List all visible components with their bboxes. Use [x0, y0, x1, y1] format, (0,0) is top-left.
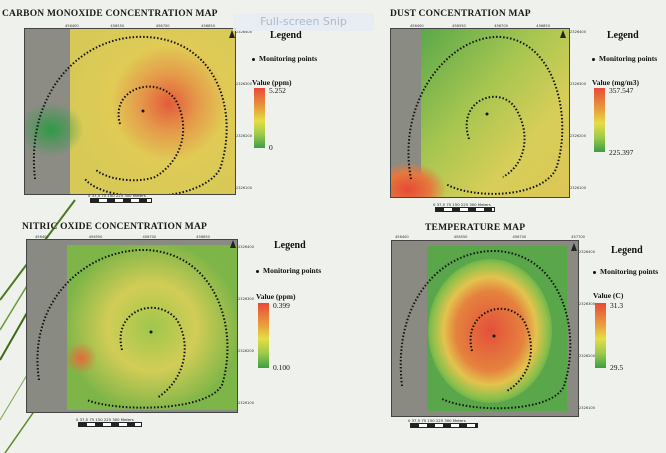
scale-bar [435, 207, 495, 212]
north-arrow-icon [230, 240, 236, 248]
legend-monitoring-points: Monitoring points [593, 267, 658, 276]
y-ticks: 2326400 2326300 2326200 2326100 [579, 250, 596, 410]
legend-value-label: Value (ppm) [256, 292, 296, 301]
map-legend: Legend Monitoring points Value (ppm) 5.2… [252, 30, 342, 160]
color-ramp [258, 303, 269, 368]
map-panel-dust: DUST CONCENTRATION MAP 456400 456550 45670… [380, 0, 666, 215]
legend-title: Legend [611, 245, 643, 256]
scale-labels: 0 37,5 75 150 225 300 Meters [408, 418, 466, 423]
map-panel-nitric-oxide: NITRIC OXIDE CONCENTRATION MAP 456400 456… [0, 215, 345, 453]
map-title: NITRIC OXIDE CONCENTRATION MAP [22, 222, 208, 232]
map-canvas [391, 240, 579, 417]
north-arrow-icon [560, 30, 566, 38]
scale-labels: 0 37,5 75 150 225 300 Meters [88, 193, 146, 198]
legend-title: Legend [270, 30, 302, 41]
ramp-min: 0 [269, 143, 273, 152]
monitoring-point-icon [592, 57, 595, 61]
scale-labels: 0 37,5 75 150 225 300 Meters [433, 202, 491, 207]
ramp-min: 225.397 [609, 148, 634, 157]
map-panel-temperature: TEMPERATURE MAP 456400 456550 456700 457700… [385, 215, 666, 453]
legend-title: Legend [607, 30, 639, 41]
map-title: TEMPERATURE MAP [425, 223, 526, 233]
legend-monitoring-points: Monitoring points [592, 54, 657, 63]
x-ticks: 456400 456550 456700 456850 [410, 24, 550, 28]
map-legend: Legend Monitoring points Value (mg/m3) 3… [592, 30, 664, 165]
y-ticks: 2326400 2326300 2326200 2326100 [570, 30, 587, 190]
scale-bar [90, 198, 152, 203]
y-ticks: 2326400 2326300 2326200 2326100 [238, 245, 255, 405]
color-ramp [595, 303, 606, 368]
map-title: DUST CONCENTRATION MAP [390, 9, 531, 19]
north-arrow-icon [229, 30, 235, 38]
color-ramp [594, 88, 605, 152]
map-legend: Legend Monitoring points Value (ppm) 0.3… [256, 240, 344, 380]
ramp-max: 31.3 [610, 301, 624, 310]
legend-value-label: Value (C) [593, 291, 624, 300]
x-ticks: 456400 456550 456700 457700 [395, 235, 585, 239]
ramp-min: 29.5 [610, 363, 624, 372]
map-legend: Legend Monitoring points Value (C) 31.3 … [593, 245, 665, 385]
monitoring-point-icon [256, 269, 259, 273]
scale-labels: 0 37,5 75 150 225 300 Meters [76, 417, 134, 422]
map-canvas [26, 239, 238, 413]
x-ticks: 456400 456550 456700 456850 [65, 24, 215, 28]
map-canvas [24, 28, 236, 195]
monitoring-point-icon [593, 270, 596, 274]
map-title: CARBON MONOXIDE CONCENTRATION MAP [2, 9, 218, 19]
monitoring-point-icon [252, 57, 255, 61]
map-canvas [390, 28, 570, 198]
scale-bar [410, 423, 478, 428]
ramp-max: 0.399 [273, 301, 290, 310]
legend-monitoring-points: Monitoring points [256, 266, 321, 275]
legend-title: Legend [274, 240, 306, 251]
legend-monitoring-points: Monitoring points [252, 54, 317, 63]
map-panel-carbon-monoxide: CARBON MONOXIDE CONCENTRATION MAP 456400… [0, 0, 345, 215]
y-ticks: 2326400 2326300 2326200 2326100 [236, 30, 253, 190]
legend-value-label: Value (ppm) [252, 78, 292, 87]
ramp-max: 357.547 [609, 86, 634, 95]
color-ramp [254, 88, 265, 148]
ramp-max: 5.252 [269, 86, 286, 95]
legend-value-label: Value (mg/m3) [592, 78, 640, 87]
x-ticks: 456400 456550 456700 456850 [35, 235, 210, 239]
scale-bar [78, 422, 142, 427]
north-arrow-icon [571, 243, 577, 251]
ramp-min: 0.100 [273, 363, 290, 372]
screen-snip-overlay[interactable]: Full-screen Snip [233, 13, 374, 31]
